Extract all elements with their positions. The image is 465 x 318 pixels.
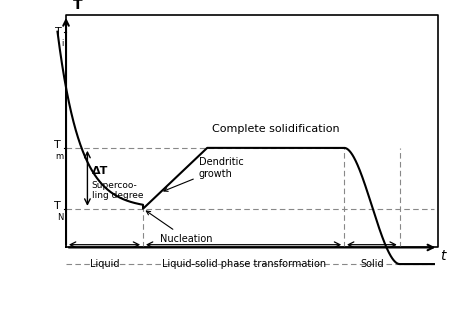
Text: Nucleation: Nucleation [146, 211, 213, 244]
Text: Liquid: Liquid [90, 259, 120, 268]
Text: Supercoo-
ling degree: Supercoo- ling degree [92, 181, 143, 200]
Text: N: N [57, 213, 63, 222]
Text: t: t [440, 249, 446, 263]
Text: Complete solidification: Complete solidification [212, 124, 339, 134]
Text: T: T [54, 201, 61, 211]
Text: Dendritic
growth: Dendritic growth [164, 157, 243, 191]
Text: m: m [55, 152, 63, 161]
Text: i: i [61, 38, 64, 48]
Text: T: T [55, 27, 62, 37]
Text: ΔT: ΔT [92, 166, 108, 176]
Text: Liquid-solid phase transformation: Liquid-solid phase transformation [161, 259, 326, 268]
Text: Solid: Solid [360, 259, 384, 268]
Text: T: T [54, 140, 61, 150]
Text: T: T [73, 0, 82, 12]
